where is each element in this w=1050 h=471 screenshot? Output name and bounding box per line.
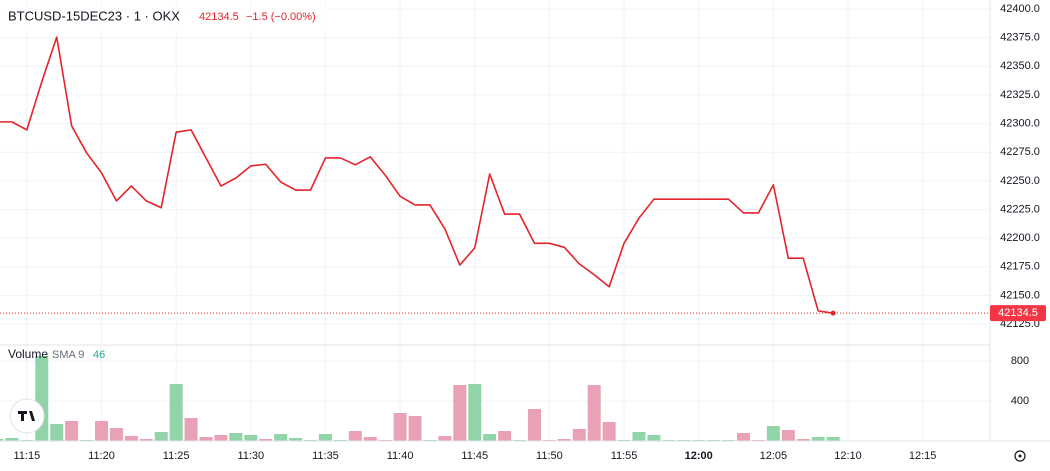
volume-bar <box>602 422 616 441</box>
volume-bar <box>587 385 601 441</box>
volume-bar <box>468 384 482 441</box>
y-tick-label: 42300.0 <box>1000 117 1040 129</box>
x-tick-label: 12:15 <box>909 450 937 462</box>
last-point <box>830 310 836 316</box>
volume-bar <box>766 426 780 441</box>
volume-bar <box>498 431 512 441</box>
x-tick-label: 11:40 <box>387 450 414 462</box>
settings-icon[interactable] <box>1014 450 1026 462</box>
y-tick-label: 42350.0 <box>1000 60 1040 72</box>
volume-bar <box>483 434 497 441</box>
volume-bar <box>259 439 273 441</box>
legend-bg <box>0 4 330 30</box>
y-tick-label: 42375.0 <box>1000 32 1040 44</box>
y-tick-label: 42150.0 <box>1000 289 1040 301</box>
x-tick-label: 12:05 <box>760 450 788 462</box>
volume-bar <box>289 438 303 441</box>
volume-bar <box>139 439 153 441</box>
y-tick-label: 42175.0 <box>1000 261 1040 273</box>
volume-bar <box>50 424 64 441</box>
last-price-tag <box>990 305 1046 322</box>
y-tick-label: 42325.0 <box>1000 89 1040 101</box>
price-line <box>0 36 834 314</box>
volume-bar <box>199 437 213 441</box>
sma-label: SMA 9 <box>52 349 84 361</box>
y-tick-label: 42225.0 <box>1000 203 1040 215</box>
volume-bar <box>229 433 243 441</box>
volume-bar <box>408 416 422 441</box>
volume-bar <box>796 439 810 441</box>
volume-pane <box>0 356 840 441</box>
volume-bar <box>109 428 123 441</box>
last-price: 42134.5 <box>199 11 239 23</box>
volume-bar <box>557 439 571 441</box>
x-tick-label: 11:45 <box>461 450 488 462</box>
volume-bar <box>527 409 541 441</box>
y-tick-label: 42275.0 <box>1000 146 1040 158</box>
price-pane <box>0 36 990 316</box>
x-tick-label: 11:35 <box>312 450 339 462</box>
volume-bar <box>348 431 362 441</box>
volume-tick-label: 400 <box>1011 395 1029 407</box>
x-tick-label: 11:20 <box>88 450 115 462</box>
volume-bar <box>737 433 750 441</box>
x-tick-label: 11:15 <box>14 450 41 462</box>
volume-title: Volume <box>8 347 48 361</box>
y-tick-label: 42200.0 <box>1000 232 1040 244</box>
volume-bar <box>169 384 183 441</box>
axes: 42125.042150.042175.042200.042225.042250… <box>14 3 1046 462</box>
volume-bar <box>363 437 377 441</box>
symbol-title: BTCUSD-15DEC23 · 1 · OKX <box>8 8 180 23</box>
volume-bar <box>438 436 452 441</box>
volume-bar <box>781 430 795 441</box>
x-tick-label: 11:25 <box>163 450 190 462</box>
volume-bar <box>826 437 840 441</box>
price-change: −1.5 (−0.00%) <box>246 11 316 23</box>
volume-bar <box>393 413 407 441</box>
volume-bar <box>647 435 661 441</box>
volume-bar <box>632 432 646 441</box>
volume-bar <box>154 432 168 441</box>
x-tick-label: 12:00 <box>685 450 713 462</box>
tv-logo <box>9 398 45 434</box>
x-tick-label: 12:10 <box>834 450 862 462</box>
volume-bar <box>214 435 228 441</box>
volume-bar <box>184 418 198 441</box>
volume-bar <box>244 435 258 441</box>
volume-bar <box>318 434 332 441</box>
volume-bar <box>65 421 79 441</box>
volume-bar <box>95 421 109 441</box>
y-tick-label: 42400.0 <box>1000 3 1040 15</box>
volume-bar <box>5 438 19 441</box>
x-tick-label: 11:50 <box>536 450 563 462</box>
y-tick-label: 42250.0 <box>1000 175 1040 187</box>
volume-bar <box>124 436 138 441</box>
volume-bar <box>453 385 467 441</box>
sma-value: 46 <box>93 349 105 361</box>
volume-bar <box>572 429 586 441</box>
volume-tick-label: 800 <box>1011 355 1029 367</box>
volume-bar <box>811 437 825 441</box>
x-tick-label: 11:55 <box>611 450 638 462</box>
x-tick-label: 11:30 <box>237 450 264 462</box>
volume-bar <box>274 434 288 441</box>
volume-bar <box>0 439 4 441</box>
last-price-tag-label: 42134.5 <box>998 307 1038 319</box>
